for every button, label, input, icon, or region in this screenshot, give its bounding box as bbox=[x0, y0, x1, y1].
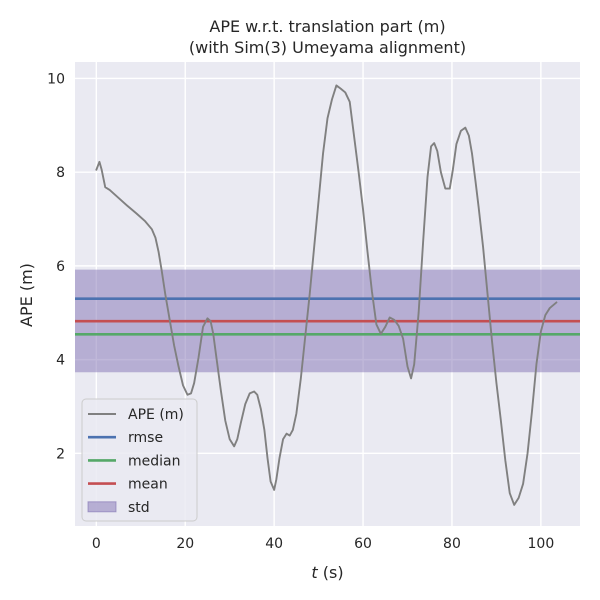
legend-swatch bbox=[87, 501, 117, 513]
y-tick-label: 4 bbox=[56, 353, 65, 369]
legend-label: std bbox=[128, 500, 150, 516]
chart-title-line-2: (with Sim(3) Umeyama alignment) bbox=[189, 38, 466, 57]
legend-label: mean bbox=[128, 477, 168, 493]
y-axis-label: APE (m) bbox=[17, 263, 36, 327]
ape-series-layer bbox=[95, 84, 558, 506]
x-tick-label: 60 bbox=[354, 536, 372, 552]
x-tick-label: 40 bbox=[265, 536, 283, 552]
x-tick-label: 80 bbox=[443, 536, 461, 552]
tick-labels: 0 20 40 60 80 100 2 4 6 8 10 bbox=[47, 71, 554, 552]
chart-title-line-1: APE w.r.t. translation part (m) bbox=[209, 17, 445, 36]
y-tick-label: 8 bbox=[56, 165, 65, 181]
x-axis-label: t (s) bbox=[311, 563, 343, 582]
legend-box bbox=[81, 398, 198, 522]
x-tick-label: 100 bbox=[528, 536, 555, 552]
y-tick-label: 2 bbox=[56, 446, 65, 462]
x-tick-label: 0 bbox=[92, 536, 101, 552]
legend: APE (m) rmse median mean std bbox=[81, 398, 198, 522]
y-tick-label: 6 bbox=[56, 259, 65, 275]
x-axis-label-unit: (s) bbox=[318, 563, 344, 582]
legend-label: APE (m) bbox=[128, 407, 184, 423]
legend-label: median bbox=[128, 453, 180, 469]
x-axis-label-variable: t bbox=[311, 563, 318, 582]
ape-series-line bbox=[95, 84, 558, 506]
x-tick-label: 20 bbox=[176, 536, 194, 552]
legend-label: rmse bbox=[128, 430, 163, 446]
reference-lines bbox=[75, 297, 580, 336]
y-tick-label: 10 bbox=[47, 71, 65, 87]
